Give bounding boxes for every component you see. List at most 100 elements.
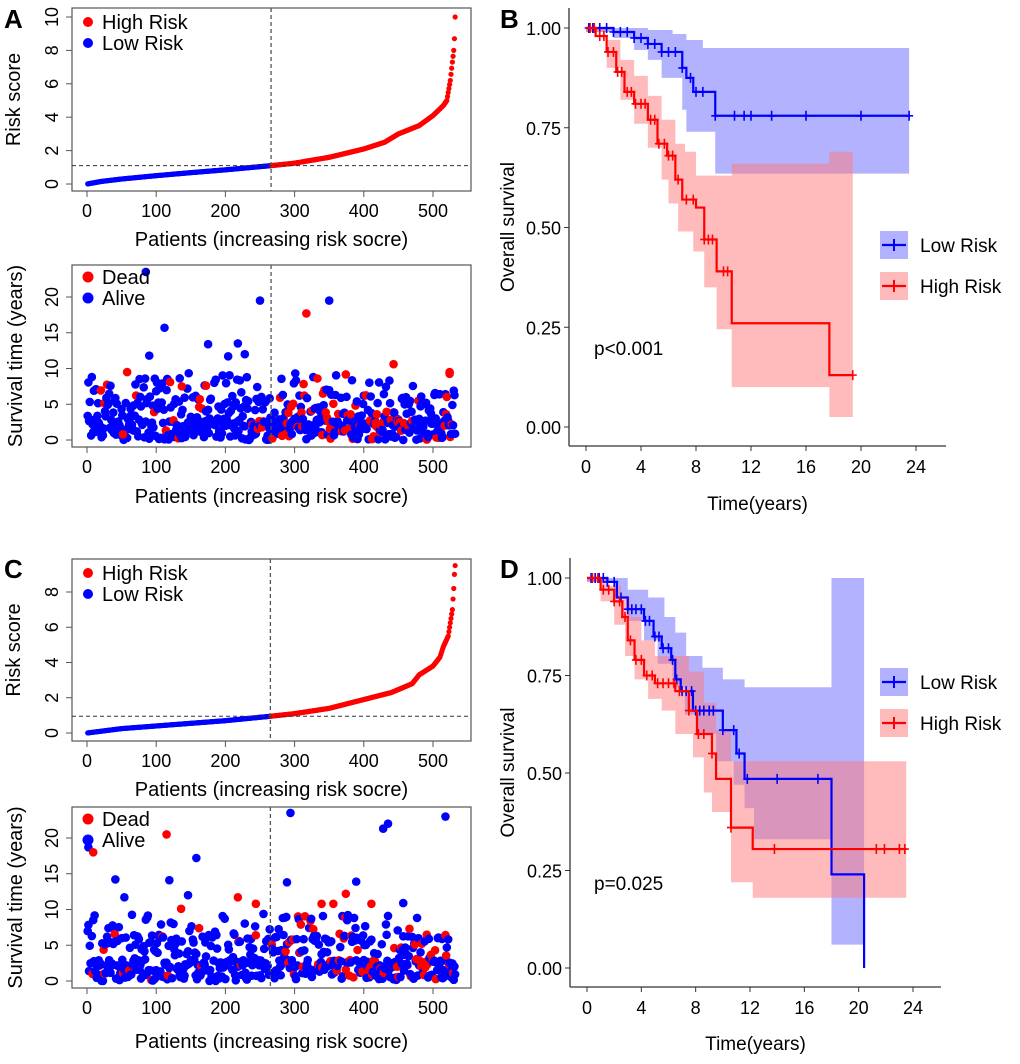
dead-point xyxy=(162,830,171,839)
censor-mark xyxy=(626,635,635,646)
dead-point xyxy=(122,367,132,377)
x-tick-label: 400 xyxy=(349,457,379,477)
dead-point xyxy=(96,386,106,395)
high-risk-point xyxy=(446,629,452,635)
censor-mark xyxy=(621,612,630,622)
alive-point xyxy=(212,944,222,953)
censor-mark xyxy=(707,748,716,759)
alive-point xyxy=(277,374,286,384)
alive-point xyxy=(378,425,387,434)
alive-point xyxy=(405,396,415,406)
alive-point xyxy=(450,970,460,979)
y-axis-label: Overall survival xyxy=(498,708,519,838)
x-axis-label: Time(years) xyxy=(707,494,808,515)
censor-mark xyxy=(627,86,636,97)
confidence-band-low-risk xyxy=(586,28,910,174)
y-axis-label: Risk score xyxy=(3,603,25,696)
alive-point xyxy=(255,296,265,305)
high-risk-point xyxy=(444,97,450,104)
high-risk-point xyxy=(449,65,455,71)
x-axis-label: Patients (increasing risk socre) xyxy=(135,779,408,801)
alive-point xyxy=(233,339,243,348)
censor-mark xyxy=(699,729,708,739)
legend-marker xyxy=(83,568,93,578)
alive-point xyxy=(93,398,103,408)
x-axis: 0 100 200 300 400 500 xyxy=(82,190,448,221)
alive-point xyxy=(318,911,328,921)
x-tick-label: 300 xyxy=(280,998,310,1018)
censor-mark xyxy=(698,86,707,97)
alive-point xyxy=(174,949,184,958)
y-tick-label: 5 xyxy=(42,940,62,950)
alive-point xyxy=(98,431,108,440)
censor-mark xyxy=(617,66,626,77)
alive-point xyxy=(392,432,401,442)
censor-mark xyxy=(616,26,625,37)
censor-mark xyxy=(802,110,810,121)
alive-point xyxy=(385,376,394,385)
dead-point xyxy=(297,408,306,417)
alive-point xyxy=(134,934,144,944)
y-tick-label: 2 xyxy=(42,146,62,156)
alive-point xyxy=(378,824,388,834)
alive-point xyxy=(248,944,258,953)
dead-point xyxy=(341,370,351,379)
censor-mark xyxy=(637,604,646,615)
alive-point xyxy=(424,934,434,944)
legend-label: Low Risk xyxy=(102,33,184,55)
censor-mark xyxy=(686,72,695,83)
y-tick-label: 4 xyxy=(42,657,62,667)
censor-mark xyxy=(650,114,659,125)
y-tick-label: 10 xyxy=(42,358,62,378)
censor-mark xyxy=(590,23,599,33)
dead-point xyxy=(372,409,382,419)
y-tick-label: 0.25 xyxy=(526,318,561,338)
x-tick-label: 500 xyxy=(418,201,448,221)
alive-point xyxy=(351,923,360,933)
dead-point xyxy=(405,924,414,934)
legend: Low Risk High Risk xyxy=(880,668,1002,737)
alive-point xyxy=(287,429,297,439)
x-tick-label: 0 xyxy=(581,457,591,477)
x-tick-label: 400 xyxy=(349,998,379,1018)
alive-point xyxy=(93,411,102,421)
alive-point xyxy=(145,392,155,401)
dead-point xyxy=(430,946,440,955)
y-axis-label: Risk score xyxy=(3,53,25,146)
alive-point xyxy=(158,933,168,942)
alive-point xyxy=(223,352,233,361)
alive-point xyxy=(312,931,322,941)
censor-mark xyxy=(641,98,650,109)
high-risk-point xyxy=(452,14,458,20)
alive-point xyxy=(165,962,175,972)
x-tick-label: 20 xyxy=(851,457,871,477)
legend-marker xyxy=(83,589,93,599)
alive-point xyxy=(184,368,194,378)
alive-point xyxy=(221,974,230,984)
alive-point xyxy=(281,912,291,922)
censor-mark xyxy=(660,138,669,149)
alive-point xyxy=(326,936,336,946)
dead-point xyxy=(329,899,338,909)
censor-mark xyxy=(905,110,914,121)
x-tick-label: 100 xyxy=(141,998,171,1018)
alive-point xyxy=(306,914,316,924)
x-tick-label: 300 xyxy=(280,751,310,771)
alive-point xyxy=(203,405,213,415)
alive-point xyxy=(250,922,260,931)
legend-label: High Risk xyxy=(920,277,1002,298)
alive-point xyxy=(178,405,187,415)
survival-curve-high-risk xyxy=(586,23,857,381)
p-value-annotation: p<0.001 xyxy=(594,339,663,360)
high-risk-point xyxy=(445,633,451,639)
alive-point xyxy=(257,973,266,983)
x-tick-label: 500 xyxy=(418,998,448,1018)
high-risk-point xyxy=(447,77,453,84)
alive-point xyxy=(240,349,250,359)
censor-mark xyxy=(773,773,782,784)
